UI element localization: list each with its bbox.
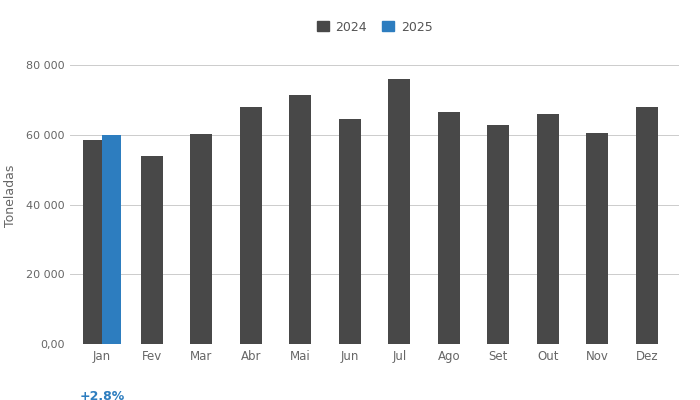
Bar — [83, 140, 102, 344]
Bar — [339, 119, 361, 344]
Bar — [239, 107, 262, 344]
Y-axis label: Toneladas: Toneladas — [4, 165, 18, 227]
Bar — [141, 156, 163, 344]
Bar — [388, 79, 410, 344]
Bar — [537, 114, 559, 344]
Bar — [102, 135, 121, 344]
Bar — [438, 112, 460, 344]
Bar — [636, 107, 658, 344]
Bar — [190, 134, 212, 344]
Legend: 2024, 2025: 2024, 2025 — [312, 16, 438, 39]
Bar — [586, 133, 608, 344]
Text: +2,8%: +2,8% — [80, 390, 125, 400]
Bar — [289, 95, 312, 344]
Bar — [487, 125, 510, 344]
